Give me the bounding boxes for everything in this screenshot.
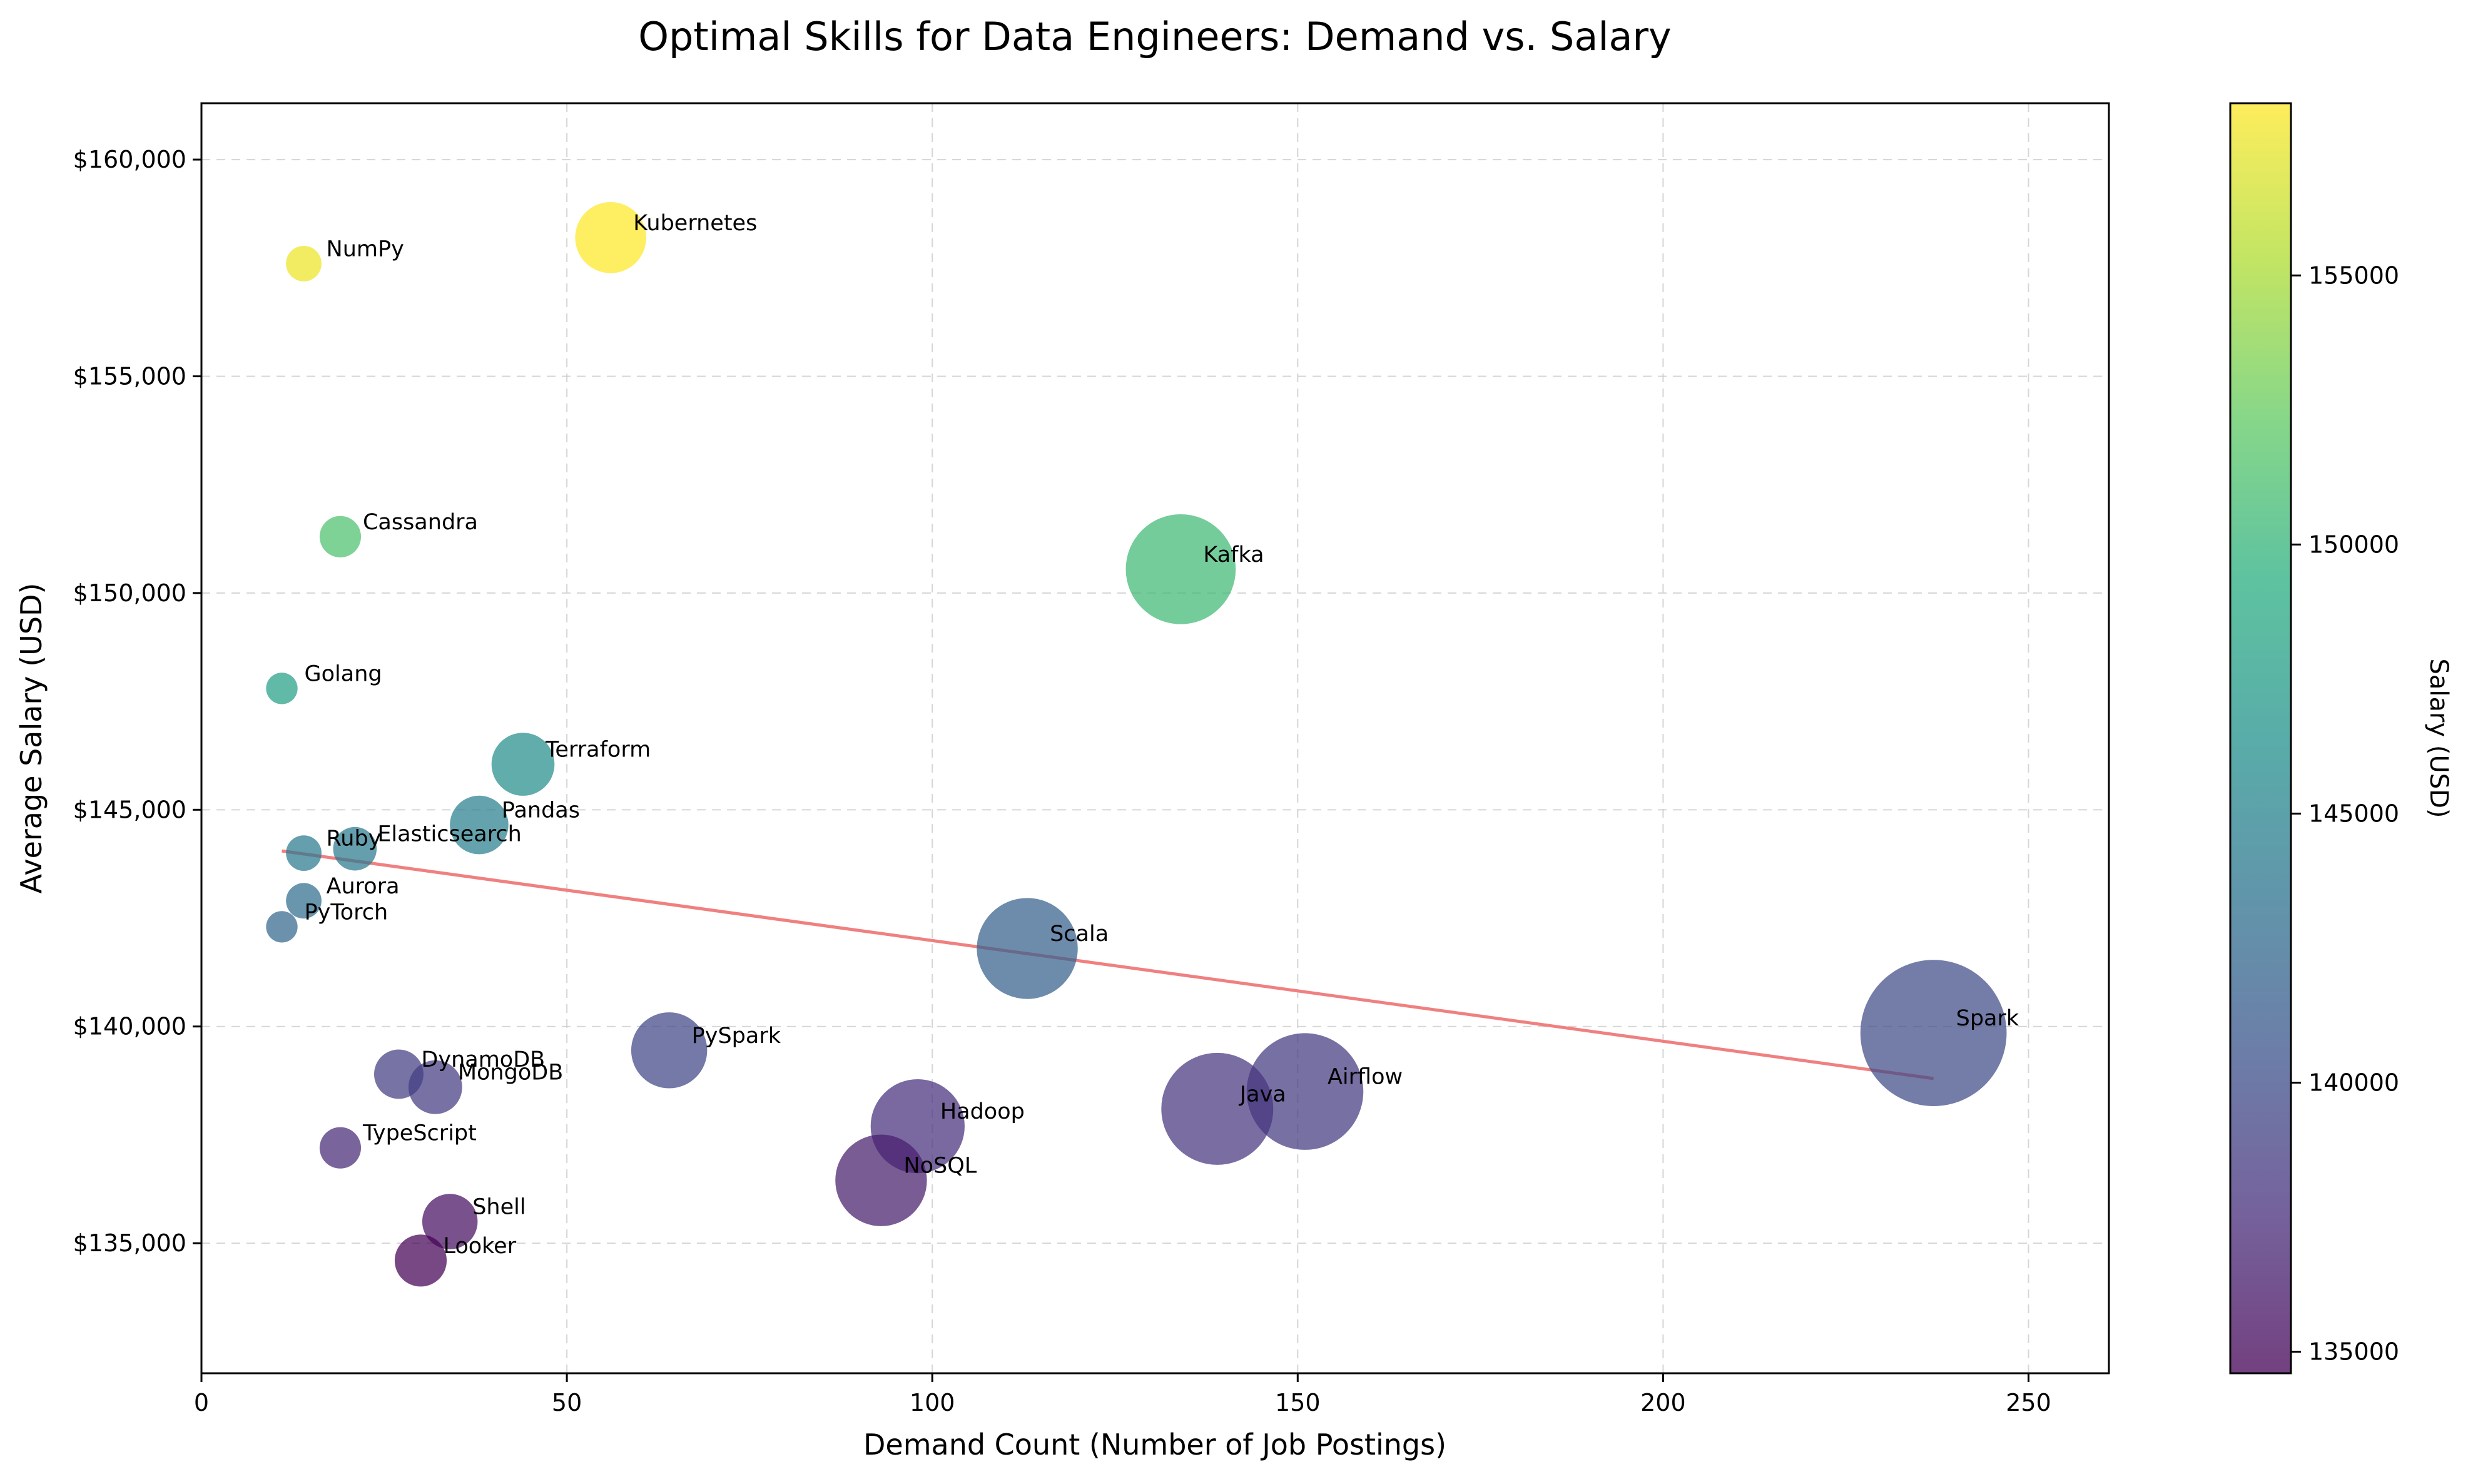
x-tick-label: 50 — [552, 1389, 582, 1416]
x-tick-label: 0 — [194, 1389, 209, 1416]
point-pandas — [450, 795, 509, 855]
point-ruby — [286, 835, 322, 871]
y-axis-ticks: $135,000 $140,000 $145,000 $150,000 $155,000… — [73, 146, 201, 1257]
colorbar-ticks: 135000 140000 145000 150000 155000 — [2291, 262, 2399, 1366]
x-tick-label: 250 — [2006, 1389, 2051, 1416]
point-label-typescript: TypeScript — [362, 1121, 477, 1146]
point-scala — [977, 898, 1078, 999]
colorbar-tick-label: 135000 — [2308, 1338, 2399, 1366]
point-kubernetes — [575, 201, 646, 273]
point-label-scala: Scala — [1050, 922, 1109, 947]
point-looker — [394, 1234, 447, 1287]
chart-title: Optimal Skills for Data Engineers: Deman… — [638, 14, 1671, 59]
point-label-pyspark: PySpark — [692, 1024, 781, 1049]
point-label-elasticsearch: Elasticsearch — [377, 822, 521, 847]
point-labels-layer: Kubernetes NumPy Cassandra Kafka Golang Terra… — [305, 211, 2019, 1259]
points-layer — [266, 201, 2007, 1287]
point-label-pytorch: PyTorch — [305, 900, 388, 925]
point-label-dynamodb: DynamoDB — [421, 1047, 545, 1072]
point-label-java: Java — [1239, 1082, 1286, 1107]
y-tick-label: $160,000 — [73, 146, 186, 173]
trendline-layer — [282, 849, 1934, 1080]
y-axis-label: Average Salary (USD) — [14, 583, 48, 894]
point-label-kubernetes: Kubernetes — [633, 211, 757, 236]
point-label-nosql: NoSQL — [903, 1154, 977, 1179]
colorbar-tick-label: 150000 — [2308, 531, 2399, 558]
y-tick-label: $140,000 — [73, 1013, 186, 1040]
point-label-spark: Spark — [1956, 1006, 2019, 1031]
colorbar-tick-label: 140000 — [2308, 1069, 2399, 1097]
point-label-terraform: Terraform — [545, 738, 651, 763]
colorbar-title: Salary (USD) — [2424, 658, 2453, 818]
x-axis-ticks: 0 50 100 150 200 250 — [194, 1373, 2051, 1416]
x-tick-label: 200 — [1640, 1389, 1686, 1416]
point-label-mongodb: MongoDB — [458, 1060, 563, 1085]
trendline — [282, 849, 1934, 1080]
colorbar-tick-label: 145000 — [2308, 800, 2399, 827]
point-elasticsearch — [333, 826, 377, 871]
grid — [201, 103, 2109, 1373]
x-axis-label: Demand Count (Number of Job Postings) — [863, 1428, 1446, 1461]
point-dynamodb — [373, 1049, 424, 1099]
point-typescript — [319, 1127, 362, 1169]
point-kafka — [1125, 514, 1236, 624]
point-label-ruby: Ruby — [327, 826, 382, 851]
point-numpy — [286, 245, 322, 282]
point-airflow — [1246, 1033, 1364, 1150]
point-label-golang: Golang — [305, 661, 382, 686]
point-label-shell: Shell — [472, 1195, 526, 1220]
colorbar-tick-label: 155000 — [2308, 262, 2399, 289]
y-tick-label: $135,000 — [73, 1229, 186, 1257]
point-label-pandas: Pandas — [502, 798, 580, 823]
point-label-numpy: NumPy — [327, 236, 404, 262]
point-java — [1161, 1052, 1274, 1165]
point-cassandra — [319, 516, 362, 557]
y-tick-label: $145,000 — [73, 796, 186, 823]
y-tick-label: $155,000 — [73, 362, 186, 390]
point-golang — [266, 673, 298, 704]
x-tick-label: 100 — [910, 1389, 955, 1416]
x-tick-label: 150 — [1275, 1389, 1321, 1416]
point-label-cassandra: Cassandra — [363, 510, 478, 535]
point-pyspark — [631, 1012, 708, 1089]
point-label-aurora: Aurora — [327, 874, 400, 899]
point-label-hadoop: Hadoop — [940, 1099, 1025, 1124]
colorbar-frame — [2229, 102, 2292, 1375]
colorbar-gradient — [2230, 103, 2291, 1373]
point-spark — [1860, 960, 2007, 1106]
colorbar: 135000 140000 145000 150000 155000 Salary (U… — [2229, 102, 2453, 1375]
plot-area-frame — [200, 102, 2110, 1375]
point-shell — [422, 1194, 478, 1249]
point-label-kafka: Kafka — [1203, 542, 1264, 567]
point-terraform — [491, 733, 555, 796]
point-label-airflow: Airflow — [1328, 1065, 1403, 1090]
point-label-looker: Looker — [443, 1234, 516, 1259]
y-tick-label: $150,000 — [73, 579, 186, 607]
point-nosql — [835, 1134, 927, 1226]
point-aurora — [286, 883, 322, 919]
point-pytorch — [266, 911, 298, 943]
